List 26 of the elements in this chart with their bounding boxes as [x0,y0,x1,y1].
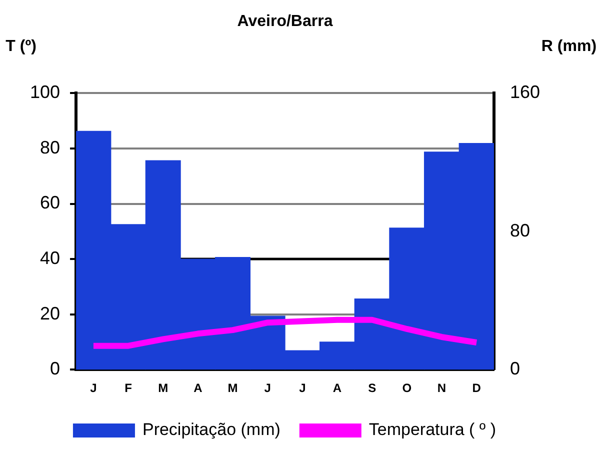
x-tick-label: S [368,381,376,396]
y-tick-label: 100 [30,82,60,102]
y-axis-title: T (º) [6,38,36,56]
y2-tick-label: 0 [510,358,520,379]
x-tick-label: J [90,381,97,396]
y-tick-label: 80 [40,137,60,158]
x-tick-label: J [264,381,271,396]
x-tick-label: M [228,381,238,396]
y-tick-label: 20 [40,303,60,324]
chart-title: Aveiro/Barra [237,13,333,30]
x-tick-label: D [472,381,482,396]
x-tick-label: F [124,381,132,396]
y-tick-label: 0 [50,358,60,379]
x-tick-label: A [332,381,342,396]
x-tick-label: J [299,381,306,396]
x-tick-label: A [194,381,203,396]
y-tick-label: 60 [40,192,60,213]
y-tick-label: 40 [40,248,60,268]
legend-label: Precipitação (mm) [142,420,280,440]
y2-tick-label: 160 [510,82,540,102]
y2-tick-label: 80 [510,220,530,240]
x-tick-label: M [158,381,168,396]
legend-label: Temperatura ( º ) [368,420,496,440]
x-tick-label: O [402,381,412,396]
y2-axis-title: R (mm) [541,38,597,56]
x-tick-label: N [437,381,446,396]
